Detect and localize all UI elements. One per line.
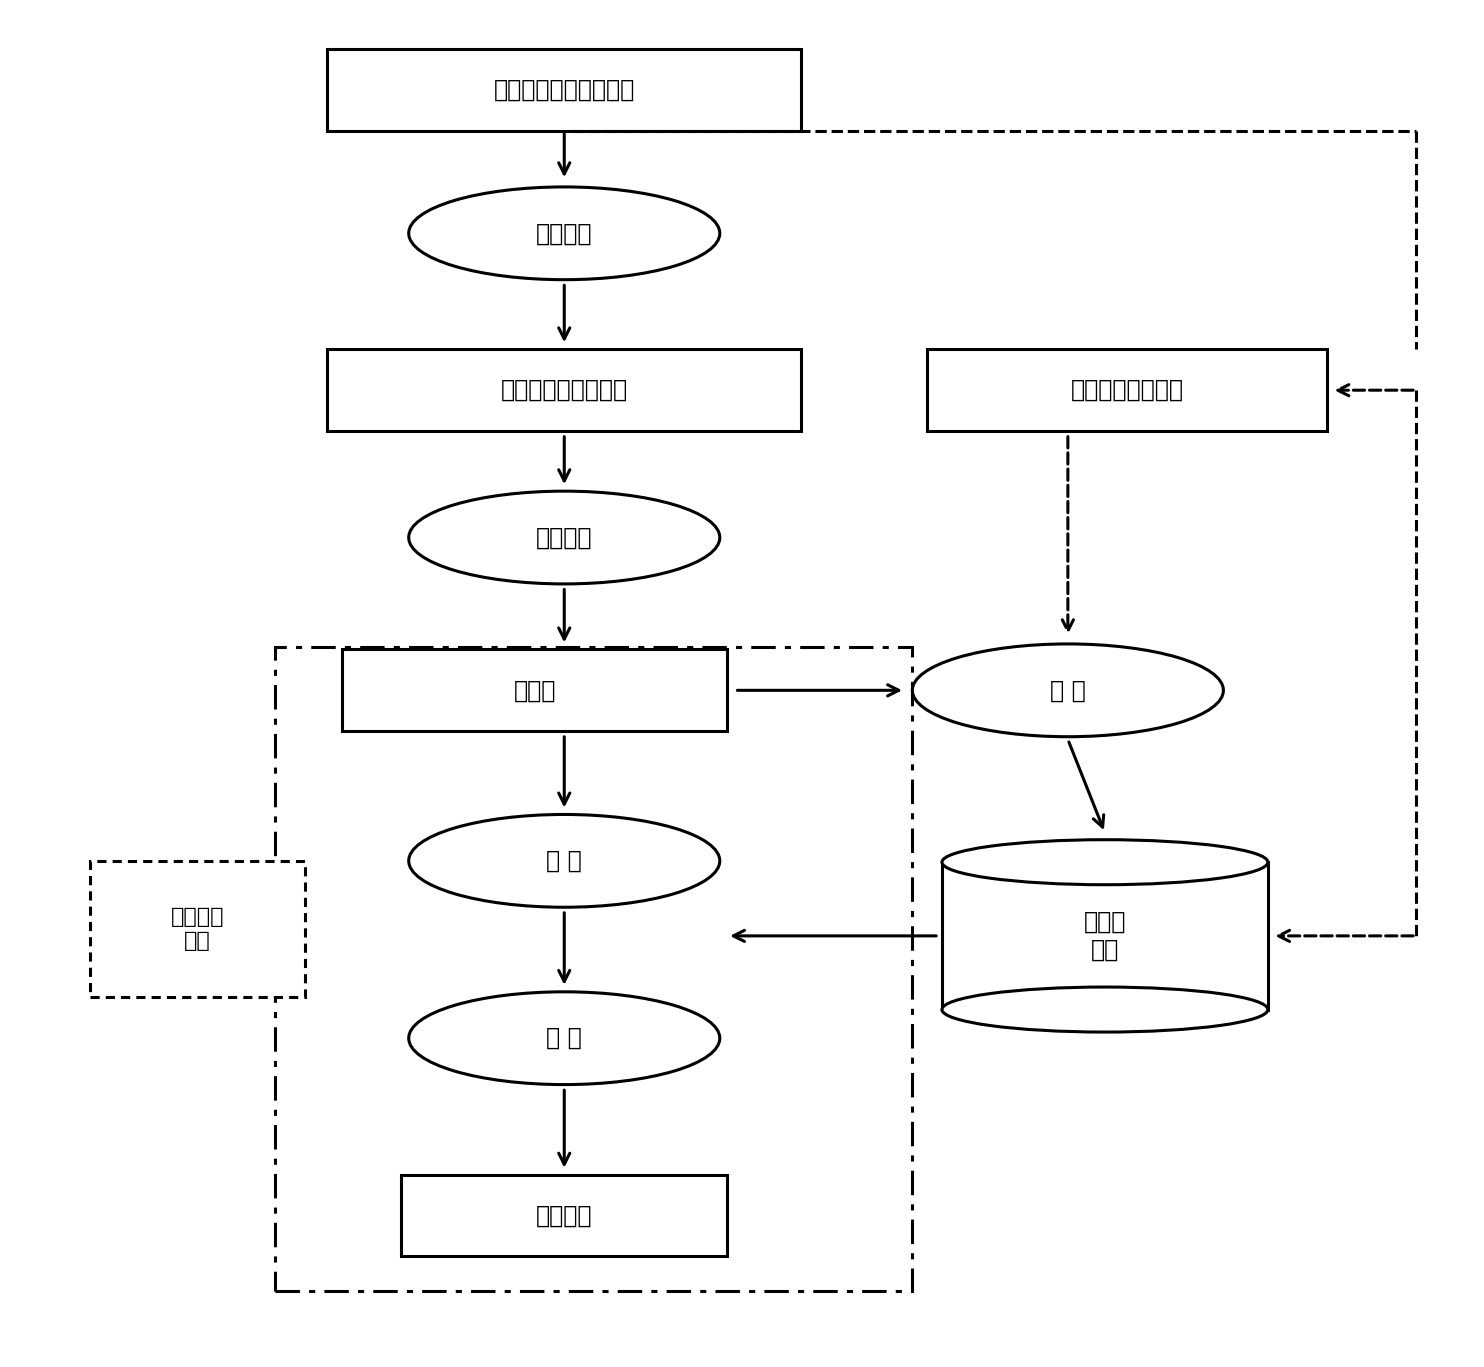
Ellipse shape — [913, 644, 1223, 737]
FancyBboxPatch shape — [328, 49, 801, 131]
Text: 真实海底取样数据: 真实海底取样数据 — [1070, 379, 1184, 402]
FancyBboxPatch shape — [942, 863, 1267, 1010]
Text: 分 类: 分 类 — [546, 1027, 582, 1050]
Ellipse shape — [942, 839, 1267, 884]
Ellipse shape — [408, 992, 720, 1084]
Text: 分 割: 分 割 — [546, 849, 582, 874]
FancyBboxPatch shape — [928, 349, 1327, 431]
Text: 原始反向散射强度数据: 原始反向散射强度数据 — [494, 78, 635, 103]
FancyBboxPatch shape — [328, 349, 801, 431]
FancyBboxPatch shape — [401, 1174, 727, 1256]
Text: 处理过的散射强度值: 处理过的散射强度值 — [500, 379, 628, 402]
FancyBboxPatch shape — [343, 649, 727, 731]
FancyBboxPatch shape — [91, 861, 306, 998]
Ellipse shape — [408, 187, 720, 280]
Text: 训 练: 训 练 — [1051, 678, 1086, 703]
Ellipse shape — [408, 491, 720, 584]
Ellipse shape — [408, 815, 720, 908]
Text: 分类描
述库: 分类描 述库 — [1083, 910, 1126, 962]
Text: 特征量: 特征量 — [513, 678, 556, 703]
Text: 分类结果: 分类结果 — [536, 1203, 592, 1228]
Ellipse shape — [942, 987, 1267, 1032]
Text: 神经网络
方法: 神经网络 方法 — [171, 908, 224, 950]
Text: 改正处理: 改正处理 — [536, 221, 592, 245]
Text: 特征提取: 特征提取 — [536, 525, 592, 550]
